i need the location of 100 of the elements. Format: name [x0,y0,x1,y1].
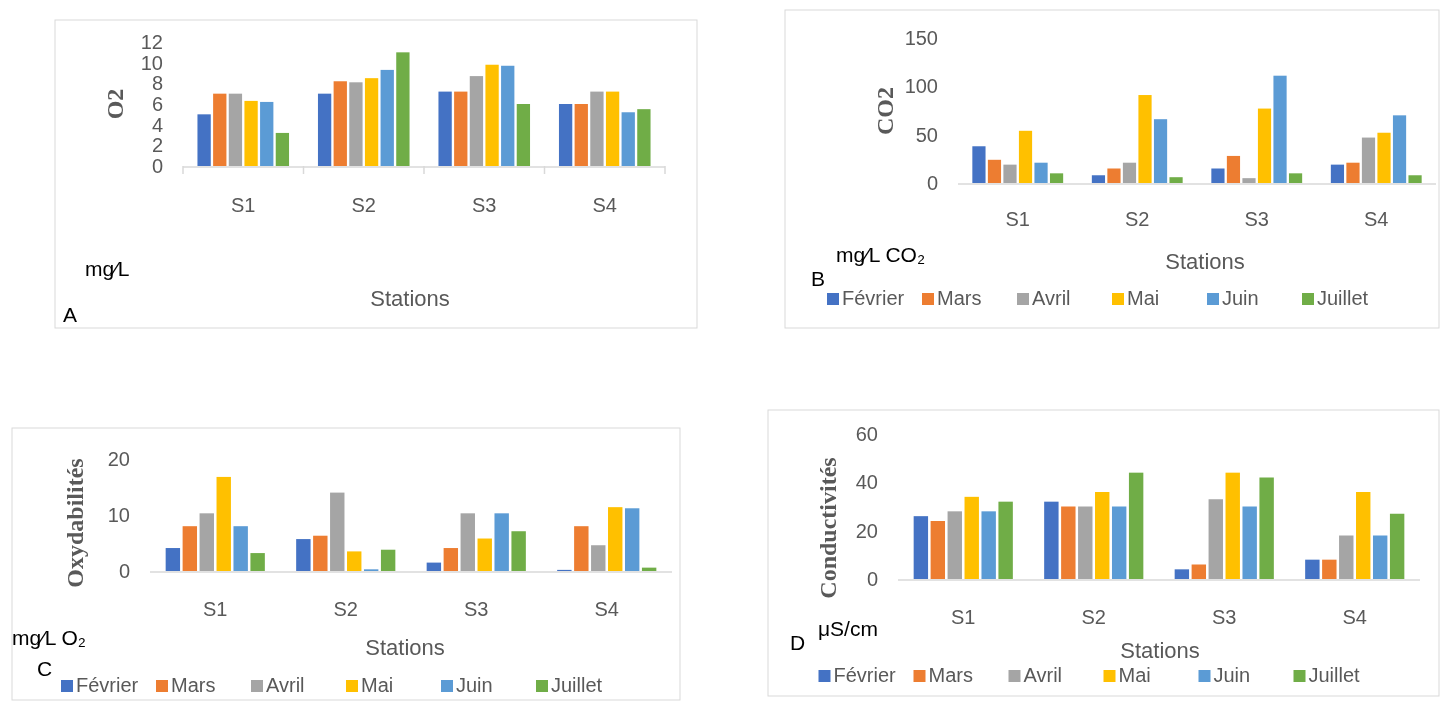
bar [972,146,986,183]
y-tick-label: 10 [140,51,163,74]
x-axis-title: Stations [1165,248,1245,274]
legend-label: Février [842,287,905,309]
bar [1107,168,1121,183]
bar [396,52,410,166]
y-tick-label: 6 [151,93,163,115]
x-tick-label: S2 [1081,606,1106,628]
bar [1191,564,1207,579]
bar [1408,175,1422,183]
bar [1259,477,1274,579]
bar [228,93,243,166]
bar [213,93,227,166]
bar [1257,108,1272,183]
text: μS/cm [818,617,878,640]
y-tick-label: 0 [866,568,878,590]
legend-label: Juin [1213,664,1251,686]
bar [1128,472,1144,579]
bar [216,476,231,571]
legend-label: Juin [1222,287,1259,309]
bar [1044,501,1059,579]
bar [317,93,332,166]
bar [469,76,484,166]
bar [1111,506,1127,579]
bar [1242,178,1256,183]
bar [1091,175,1106,183]
bar [1392,115,1407,183]
legend-label: Mars [928,664,973,686]
x-tick-label: S1 [203,598,228,620]
bar [1346,162,1360,183]
bar [1330,164,1345,183]
y-tick-label: 8 [151,72,163,95]
legend-label: Mai [1127,287,1160,309]
x-tick-label: S3 [464,598,489,620]
bar [182,526,198,571]
legend-label: Avril [266,674,305,696]
legend-label: Février [76,674,139,696]
bar [380,549,396,571]
legend-label: Février [833,664,897,686]
bar [1122,162,1137,183]
bar [485,64,499,166]
legend-label: Mars [937,287,982,309]
bar [165,548,181,571]
y-tick-label: 100 [904,75,938,98]
bar [1361,137,1376,183]
bar [1169,177,1183,183]
y-tick-label: 2 [151,134,163,157]
bar [1273,75,1287,183]
legend-label: Juillet [551,674,603,696]
legend-label: Mai [1118,664,1151,686]
y-tick-label: 50 [915,123,938,146]
x-axis-title: Stations [1120,637,1200,663]
bar [1211,168,1225,183]
bar [1078,506,1093,579]
x-tick-label: S4 [1342,606,1367,628]
bar [233,526,248,571]
bar [621,112,635,166]
bar [501,65,515,166]
bar [275,132,290,166]
y-axis-title: O2 [102,88,129,120]
bar [1138,95,1152,183]
x-tick-label: S1 [1005,208,1030,230]
x-tick-label: S3 [1244,208,1269,230]
bar [558,104,573,166]
bar [454,91,468,166]
text: B [811,267,826,290]
y-tick-label: 20 [107,448,130,470]
y-tick-label: 0 [118,560,130,582]
bar [197,114,211,166]
text: mg⁄L CO₂ [836,243,926,266]
bar [1226,155,1241,183]
bar [1049,173,1064,183]
bar [1305,559,1320,579]
bar [380,69,394,166]
bar [913,516,929,579]
bar [349,82,363,166]
bar [1153,119,1168,183]
bar [1322,559,1337,579]
bar [1372,535,1388,579]
bar [443,548,459,571]
bar [1242,506,1257,579]
bar [574,526,589,571]
bar [1003,164,1017,183]
y-tick-label: 4 [151,113,163,136]
legend-label: Mai [361,674,394,696]
legend-label: Juin [456,674,493,696]
bar [1034,162,1048,183]
bar [1061,506,1076,579]
x-tick-label: S1 [951,606,976,628]
bar [637,109,651,166]
text: mg⁄L O₂ [12,626,86,649]
bar [260,101,274,166]
bar [998,501,1013,579]
bar [333,81,347,166]
bar [1018,130,1033,183]
x-tick-label: S3 [472,194,497,216]
bar [1208,499,1223,579]
bar [244,100,258,166]
x-tick-label: S4 [1364,208,1389,230]
x-axis-title: Stations [365,634,445,660]
